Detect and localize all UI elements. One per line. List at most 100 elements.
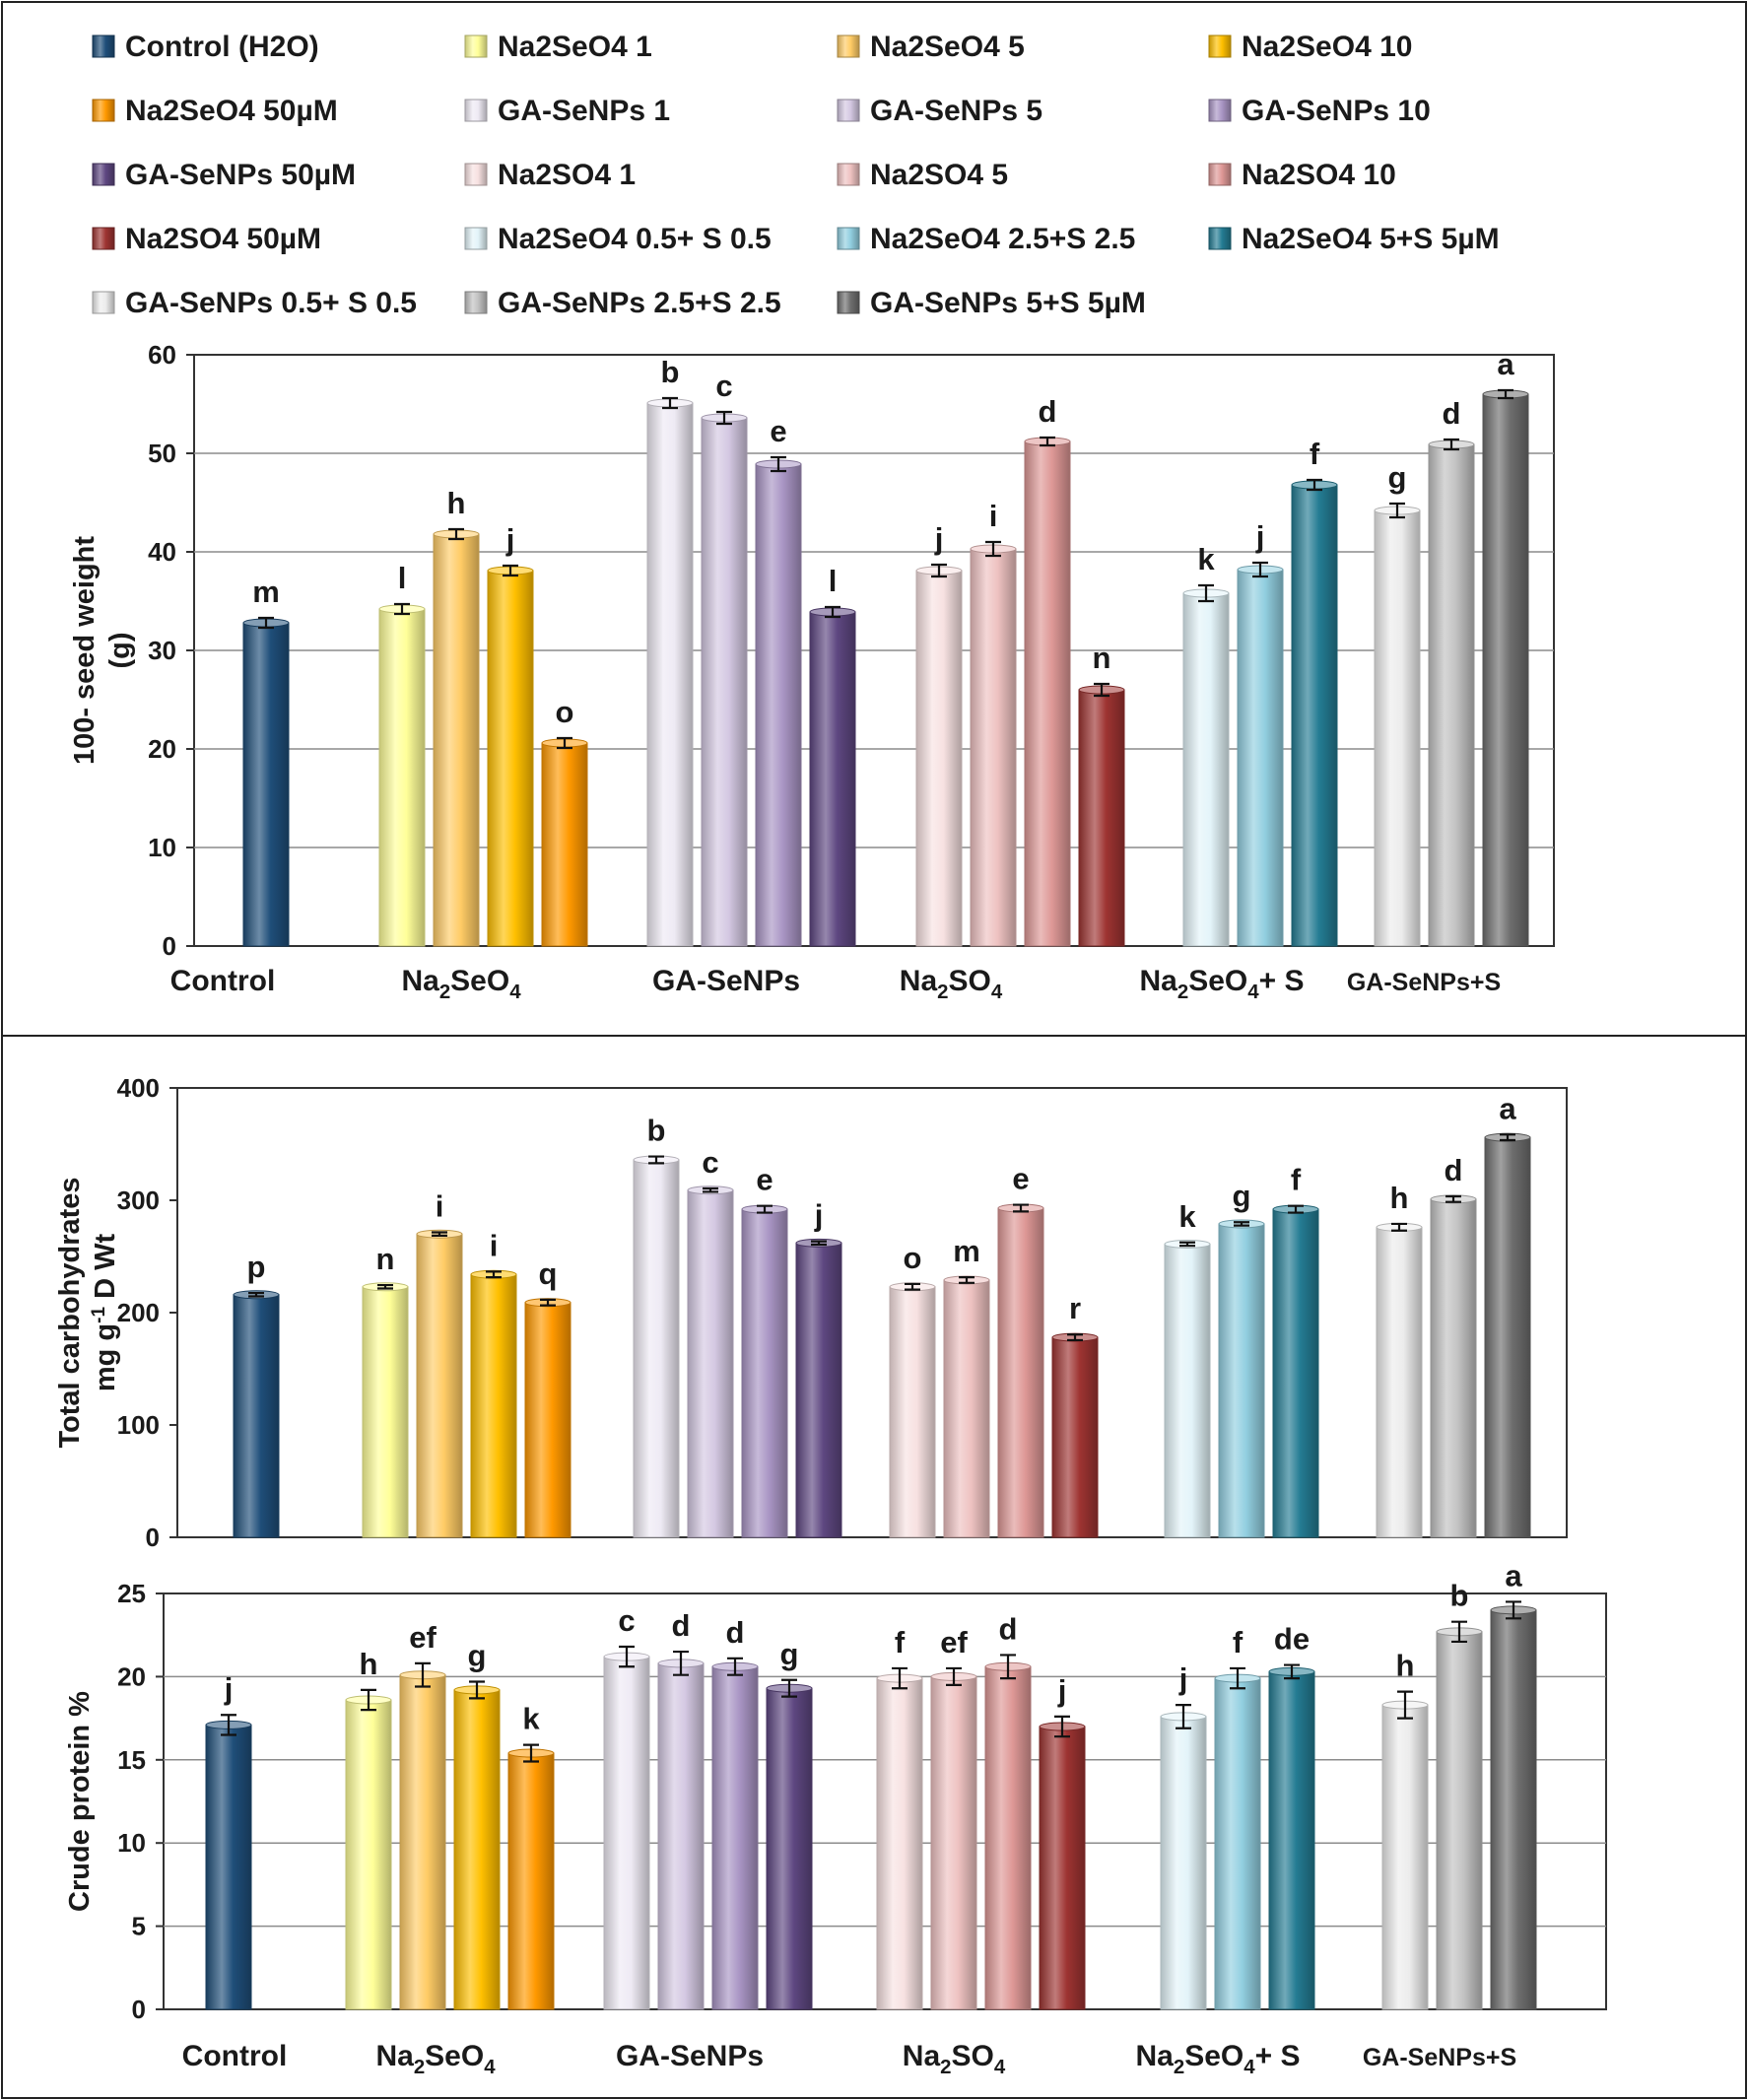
chart-seed-weight: 0 10 20 30 40 50 60 100- seed weight (g) m l h j o b c e… [69,340,1555,1003]
legend-swatch [92,34,115,58]
legend-label: Na2SeO4 0.5+ S 0.5 [498,223,772,255]
legend-label: Na2SeO4 50µM [125,95,338,127]
subscript: 4 [1247,982,1259,1003]
bar-seed-weight [242,622,290,947]
significance-letter: n [376,1242,395,1276]
significance-letter: c [715,369,732,403]
x-category-label: Na2SeO4+ S [1140,965,1305,1003]
legend-swatch [464,34,488,58]
significance-letter: ef [940,1625,968,1660]
legend-label: GA-SeNPs 1 [498,95,670,127]
error-bar [221,1714,236,1736]
error-bar [1444,438,1459,451]
bar-carbohydrates [1376,1226,1423,1538]
significance-letter: m [252,575,280,609]
label-part: SeO [425,2040,484,2072]
error-bar [985,540,1001,558]
error-bar [1252,561,1268,578]
significance-letter: e [770,414,786,448]
bar-seed-weight [1182,592,1230,947]
significance-letter: h [447,486,466,520]
subscript: 2 [940,2057,951,2078]
error-bar [905,1282,920,1291]
legend-label: Na2SeO4 2.5+S 2.5 [870,223,1135,255]
significance-letter: q [539,1256,558,1291]
error-bar [1307,478,1322,492]
legend-swatch [837,99,860,122]
significance-letter: p [247,1250,266,1284]
error-bar [1498,388,1513,400]
error-bar [248,1291,264,1298]
error-bar [1094,682,1109,698]
legend-swatch [464,291,488,314]
legend-label: GA-SeNPs 50µM [125,159,356,191]
significance-letter: o [556,695,574,729]
label-part: + S [1255,2040,1301,2072]
legend-label: Na2SeO4 10 [1242,31,1412,63]
significance-letter: f [895,1625,906,1660]
subscript: 2 [414,2057,425,2078]
error-bar [946,1666,962,1686]
significance-letter: de [1274,1622,1310,1657]
bar-protein [507,1752,555,2010]
error-bar [1198,583,1214,603]
bar-protein [1436,1631,1483,2010]
legend-swatch [92,227,115,250]
label-part: Na [1136,2040,1175,2072]
bar-protein [1268,1670,1315,2010]
significance-letter: h [1396,1649,1415,1683]
legend-swatch [464,99,488,122]
label-part: SeO [1188,965,1247,997]
legend-swatch [92,163,115,186]
label-part: SO [949,965,991,997]
bar-carbohydrates [233,1294,280,1538]
subscript: 2 [937,982,948,1003]
x-category-label: Na2SeO4+ S [1136,2040,1301,2078]
bar-carbohydrates [633,1159,680,1538]
legend-label: GA-SeNPs 10 [1242,95,1431,127]
y-tick-label: 25 [117,1579,146,1608]
error-bar [757,1204,773,1214]
subscript: 2 [1174,2057,1184,2078]
error-bar [415,1661,431,1688]
significance-letter: i [989,499,998,533]
error-bar [540,1298,556,1307]
legend-swatch [837,163,860,186]
bar-protein [205,1724,252,2010]
bar-carbohydrates [795,1242,842,1538]
x-category-label: Control [182,2040,288,2072]
significance-letter: h [360,1647,378,1681]
bar-protein [603,1656,650,2010]
bar-protein [1490,1609,1537,2010]
significance-letter: i [490,1228,499,1262]
legend-swatch [1208,99,1232,122]
x-category-label: Control [170,965,276,997]
error-bar [1176,1704,1191,1729]
error-bar [377,1283,393,1290]
significance-letter: j [814,1198,824,1233]
subscript: 4 [991,982,1003,1003]
error-bar [1445,1194,1461,1203]
significance-letter: h [1390,1181,1409,1215]
error-bar [662,396,678,410]
bar-seed-weight [1428,443,1475,947]
bar-carbohydrates [1430,1198,1477,1538]
significance-letter: i [436,1188,444,1223]
label-part: SeO [450,965,509,997]
label-part: SO [952,2040,994,2072]
x-category-label: GA-SeNPs+S [1363,2044,1516,2071]
significance-letter: b [661,355,680,389]
error-bar [486,1270,502,1279]
y-tick-label: 0 [132,1995,146,2024]
label-part: Na [1140,965,1178,997]
error-bar [716,410,732,426]
bar-seed-weight [433,533,480,947]
bar-protein [1039,1726,1086,2010]
error-bar [703,1186,718,1193]
error-bar [781,1678,797,1698]
subscript: 2 [439,982,450,1003]
error-bar [258,616,274,630]
error-bar [448,527,464,541]
bar-carbohydrates [943,1279,990,1538]
label-part: Na [375,2040,414,2072]
